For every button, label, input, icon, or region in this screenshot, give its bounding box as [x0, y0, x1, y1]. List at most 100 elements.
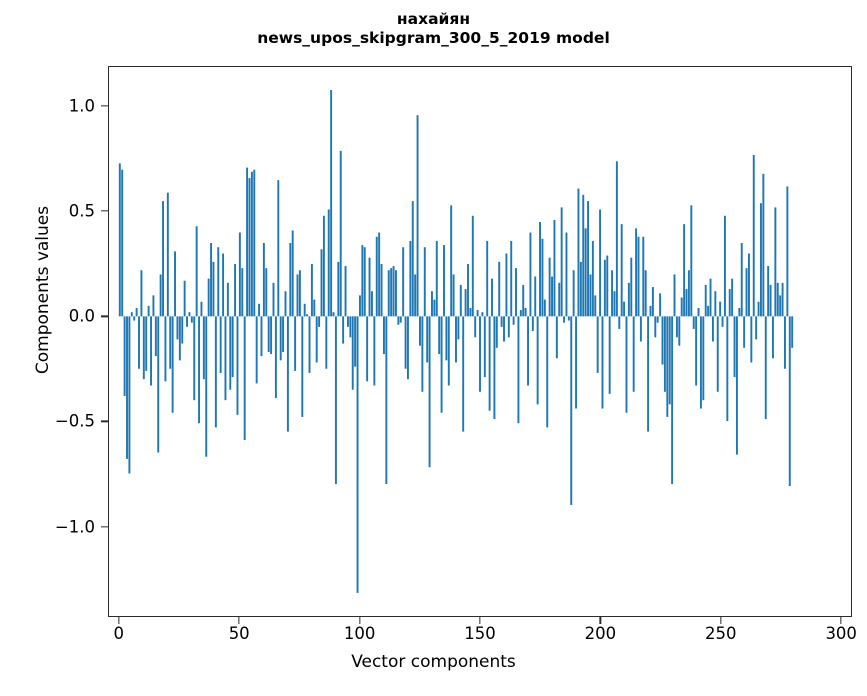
- bar: [488, 316, 491, 411]
- y-tick-mark: [101, 525, 108, 528]
- bar: [534, 276, 537, 317]
- bar: [603, 259, 606, 317]
- bar: [719, 301, 722, 317]
- bar: [267, 316, 270, 352]
- bar: [152, 295, 155, 317]
- bar: [555, 316, 558, 359]
- bar: [243, 316, 246, 440]
- bar: [198, 316, 201, 424]
- bar: [512, 316, 515, 325]
- bar: [426, 316, 429, 363]
- bar: [291, 230, 294, 317]
- bar: [529, 232, 532, 317]
- bar: [486, 240, 489, 317]
- bar: [743, 316, 746, 348]
- bar: [668, 316, 671, 405]
- x-tick-label: 200: [584, 624, 617, 643]
- bar: [277, 180, 280, 317]
- bar: [130, 312, 133, 317]
- bar: [757, 301, 760, 317]
- bar: [522, 284, 525, 317]
- x-tick-label: 150: [464, 624, 496, 643]
- bar: [714, 291, 717, 317]
- bar: [428, 316, 431, 468]
- bar: [315, 316, 318, 363]
- bar: [169, 316, 172, 369]
- bar: [327, 209, 330, 317]
- bar: [755, 316, 758, 340]
- bar: [531, 316, 534, 332]
- bar: [394, 270, 397, 317]
- bar: [527, 316, 529, 386]
- x-tick-mark: [840, 617, 842, 624]
- bar: [517, 316, 520, 424]
- bar: [387, 270, 390, 317]
- bar: [438, 316, 441, 355]
- bar: [467, 263, 469, 317]
- bar: [481, 312, 484, 317]
- bar: [330, 90, 333, 317]
- bar: [308, 316, 311, 373]
- bar: [294, 316, 297, 371]
- bar: [587, 201, 590, 317]
- bar: [214, 316, 217, 428]
- bar: [495, 316, 498, 348]
- bar: [524, 307, 527, 317]
- bar: [613, 291, 616, 317]
- bar: [361, 245, 364, 317]
- bar: [572, 270, 575, 317]
- bar: [596, 316, 599, 373]
- bar: [680, 297, 683, 317]
- bar: [224, 316, 227, 401]
- bar: [325, 316, 328, 369]
- bar: [322, 215, 325, 317]
- bar: [704, 284, 707, 317]
- bar: [611, 270, 614, 317]
- bar: [166, 192, 169, 317]
- bar: [399, 316, 402, 323]
- bar: [363, 247, 366, 317]
- bar: [373, 316, 376, 386]
- bar: [279, 316, 282, 361]
- bar: [519, 310, 522, 317]
- bar: [298, 270, 301, 317]
- bar: [282, 316, 285, 352]
- bar: [723, 215, 726, 317]
- bar: [416, 115, 419, 317]
- bar: [498, 261, 501, 317]
- bar: [118, 163, 121, 317]
- bar: [656, 316, 659, 323]
- bar: [690, 205, 693, 317]
- bar: [639, 316, 642, 342]
- bar: [241, 268, 244, 317]
- bar: [474, 316, 477, 338]
- bar: [186, 316, 189, 327]
- bar: [397, 316, 400, 325]
- bar: [558, 282, 561, 317]
- bar: [747, 253, 750, 317]
- bar: [253, 169, 256, 317]
- bar: [190, 316, 193, 323]
- bar: [671, 316, 674, 484]
- bar: [188, 312, 191, 317]
- bar: [455, 316, 457, 363]
- bar: [229, 316, 232, 390]
- bar: [140, 270, 143, 317]
- bar: [411, 201, 414, 317]
- bar: [577, 188, 580, 317]
- bar: [157, 316, 160, 453]
- y-tick-label: −0.5: [54, 411, 95, 431]
- bar: [303, 303, 306, 317]
- bar: [543, 299, 546, 317]
- bar: [762, 173, 765, 317]
- bar: [740, 243, 743, 317]
- bar: [123, 316, 126, 396]
- bar: [774, 207, 777, 317]
- bar: [147, 305, 150, 317]
- bar: [409, 240, 412, 317]
- bar: [661, 316, 664, 365]
- bar: [128, 316, 131, 474]
- bar: [171, 316, 174, 413]
- bar: [709, 278, 712, 317]
- bar: [500, 316, 503, 327]
